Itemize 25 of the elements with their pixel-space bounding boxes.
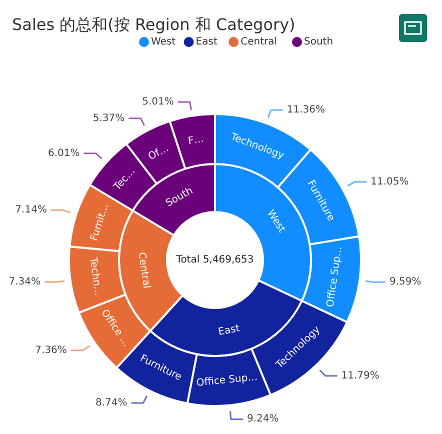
slice-label: Office Sup… [325, 246, 345, 308]
legend-label: Central [240, 36, 278, 48]
data-label: 11.05% [370, 176, 409, 188]
data-label: 11.79% [341, 370, 380, 382]
legend-label: East [196, 36, 218, 48]
slice-label: East [217, 323, 241, 338]
data-label: 9.59% [389, 276, 422, 288]
slice-label: Central [136, 252, 152, 290]
chart-title: Sales 的总和(按 Region 和 Category) [12, 15, 296, 34]
slice-label: Office Sup… [196, 372, 258, 389]
data-label: 7.36% [35, 344, 67, 356]
text: Total 5,469,653 [175, 254, 254, 266]
data-label: 6.01% [48, 148, 80, 159]
data-label: 8.74% [95, 398, 128, 409]
data-label: 11.36% [286, 104, 326, 116]
data-label: 5.01% [142, 96, 174, 108]
slice-label: Techn… [86, 256, 104, 297]
data-label: 9.24% [246, 414, 279, 425]
legend-label: West [151, 36, 176, 48]
slice-label: Of… [146, 143, 171, 163]
slice-label: F… [187, 134, 205, 148]
data-label: 5.37% [92, 112, 125, 124]
legend-label: South [304, 36, 334, 48]
data-label: 7.34% [8, 276, 41, 288]
data-label: 7.14% [15, 204, 47, 216]
